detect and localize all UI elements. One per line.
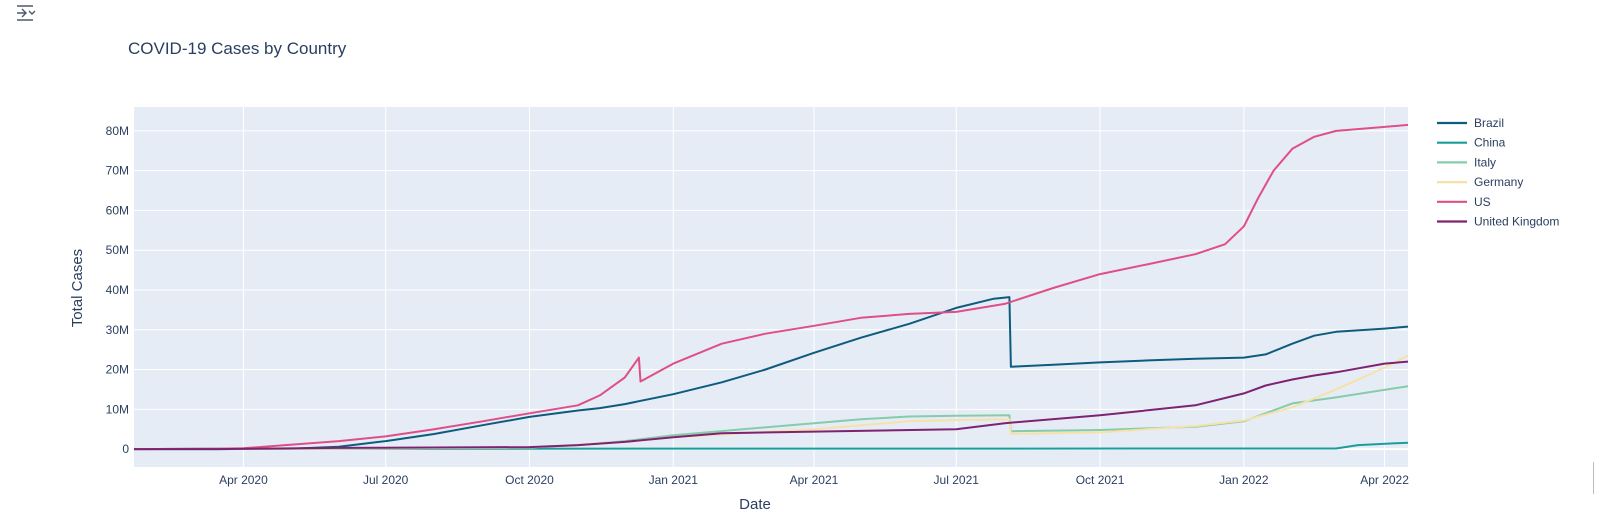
series-line-brazil bbox=[134, 296, 1409, 451]
series-lines bbox=[133, 123, 1409, 451]
series-line-united-kingdom bbox=[134, 360, 1409, 451]
x-tick-label: Oct 2021 bbox=[1076, 473, 1125, 487]
x-tick-label: Oct 2020 bbox=[505, 473, 554, 487]
plot-area bbox=[134, 107, 1408, 467]
x-gridlines bbox=[242, 107, 1386, 467]
legend-label-germany[interactable]: Germany bbox=[1474, 175, 1523, 189]
legend: Brazil China Italy Germany US United Kingdom bbox=[1437, 116, 1559, 229]
legend-label-brazil[interactable]: Brazil bbox=[1474, 116, 1504, 130]
resize-handle[interactable] bbox=[1593, 462, 1600, 494]
x-tick-labels: Apr 2020 Jul 2020 Oct 2020 Jan 2021 Apr 2021… bbox=[219, 473, 1409, 487]
y-tick-label: 50M bbox=[106, 243, 129, 257]
x-tick-label: Jan 2022 bbox=[1219, 473, 1269, 487]
x-axis-title: Date bbox=[739, 496, 771, 513]
y-tick-label: 40M bbox=[106, 283, 129, 297]
x-tick-label: Apr 2021 bbox=[790, 473, 839, 487]
x-tick-label: Jul 2021 bbox=[934, 473, 980, 487]
sliders-glyph-icon bbox=[17, 5, 36, 21]
x-tick-label: Jan 2021 bbox=[649, 473, 699, 487]
y-tick-label: 20M bbox=[106, 363, 129, 377]
x-tick-label: Apr 2020 bbox=[219, 473, 268, 487]
y-tick-label: 60M bbox=[106, 203, 129, 217]
y-tick-label: 70M bbox=[106, 164, 129, 178]
legend-label-united-kingdom[interactable]: United Kingdom bbox=[1474, 215, 1559, 229]
y-tick-label: 10M bbox=[106, 402, 129, 416]
legend-label-us[interactable]: US bbox=[1474, 195, 1491, 209]
series-line-us bbox=[133, 123, 1409, 451]
y-tick-label: 80M bbox=[106, 124, 129, 138]
x-tick-label: Jul 2020 bbox=[363, 473, 409, 487]
chart-title: COVID-19 Cases by Country bbox=[128, 39, 347, 58]
y-tick-label: 30M bbox=[106, 323, 129, 337]
legend-label-italy[interactable]: Italy bbox=[1474, 155, 1496, 169]
y-tick-labels: 0 10M 20M 30M 40M 50M 60M 70M 80M bbox=[106, 124, 130, 456]
x-tick-label: Apr 2022 bbox=[1360, 473, 1409, 487]
legend-label-china[interactable]: China bbox=[1474, 136, 1506, 150]
y-axis-title: Total Cases bbox=[69, 249, 86, 327]
toolbar bbox=[17, 5, 36, 21]
y-tick-label: 0 bbox=[122, 442, 129, 456]
